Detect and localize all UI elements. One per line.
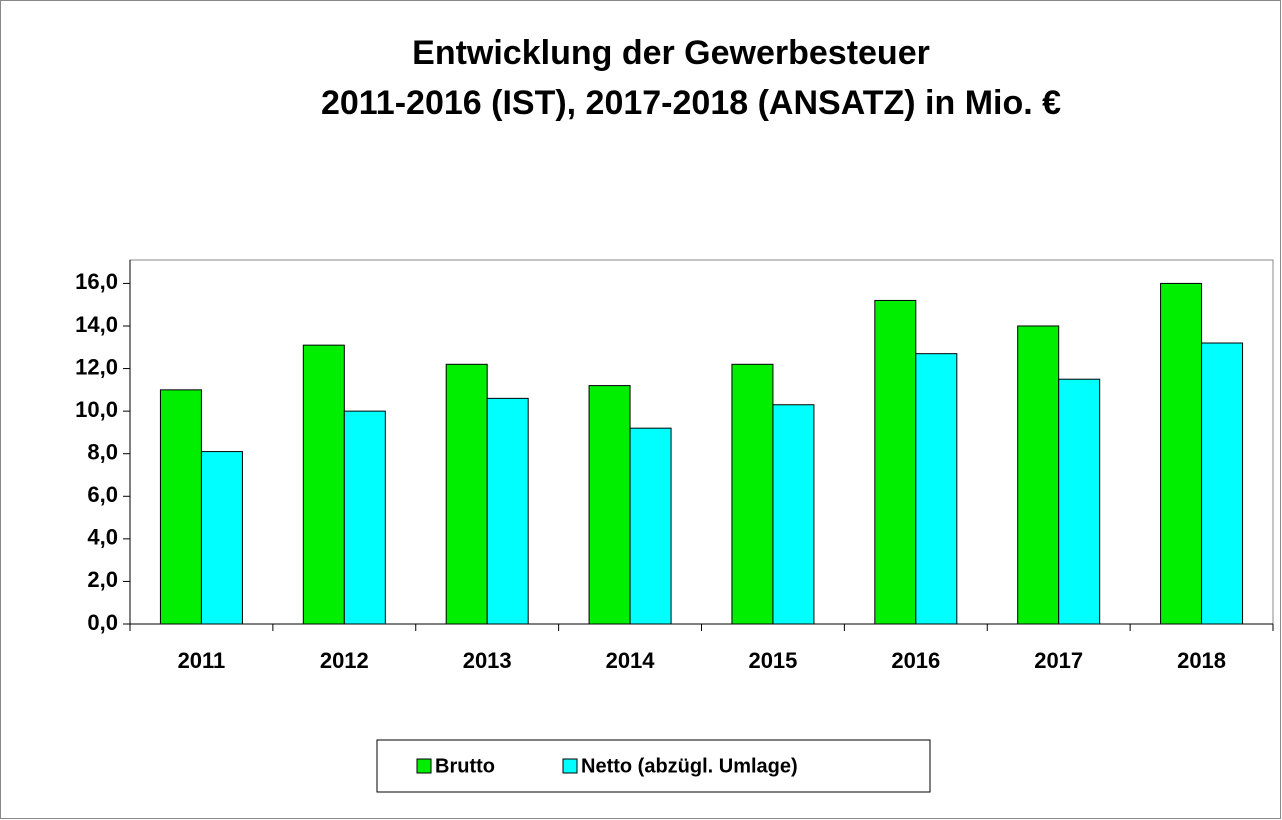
y-tick-label: 2,0 (87, 567, 118, 592)
bar (445, 363, 488, 625)
y-tick-label: 16,0 (75, 269, 118, 294)
legend-label: Netto (abzügl. Umlage) (581, 755, 798, 777)
x-tick-label: 2014 (606, 648, 656, 673)
legend-box (376, 739, 931, 793)
x-tick-label: 2012 (320, 648, 369, 673)
bar (343, 410, 386, 625)
legend-swatch (562, 758, 578, 774)
chart-title: Entwicklung der Gewerbesteuer (412, 34, 930, 72)
y-tick-label: 14,0 (75, 312, 118, 337)
x-tick-label: 2015 (748, 648, 797, 673)
bar (772, 404, 815, 625)
bar (629, 427, 672, 625)
legend-label: Brutto (435, 755, 495, 777)
y-tick-label: 6,0 (87, 482, 118, 507)
bar (302, 344, 345, 625)
y-tick-label: 8,0 (87, 440, 118, 465)
x-tick-label: 2013 (463, 648, 512, 673)
legend-swatch (416, 758, 432, 774)
bar (200, 451, 243, 625)
y-tick-label: 0,0 (87, 610, 118, 635)
x-tick-label: 2018 (1177, 648, 1226, 673)
y-tick-label: 4,0 (87, 525, 118, 550)
bar (486, 397, 529, 625)
bar (915, 353, 958, 625)
bar (874, 299, 917, 625)
y-tick-label: 10,0 (75, 397, 118, 422)
x-tick-label: 2017 (1034, 648, 1083, 673)
x-tick-label: 2016 (891, 648, 940, 673)
y-tick-label: 12,0 (75, 354, 118, 379)
bar (588, 385, 631, 625)
chart-title: 2011-2016 (IST), 2017-2018 (ANSATZ) in M… (321, 84, 1061, 122)
bar (1160, 282, 1203, 625)
x-tick-label: 2011 (178, 648, 226, 673)
bar (159, 389, 202, 625)
bar (1058, 378, 1101, 625)
bar (731, 363, 774, 625)
bar (1017, 325, 1060, 625)
bar (1201, 342, 1244, 625)
